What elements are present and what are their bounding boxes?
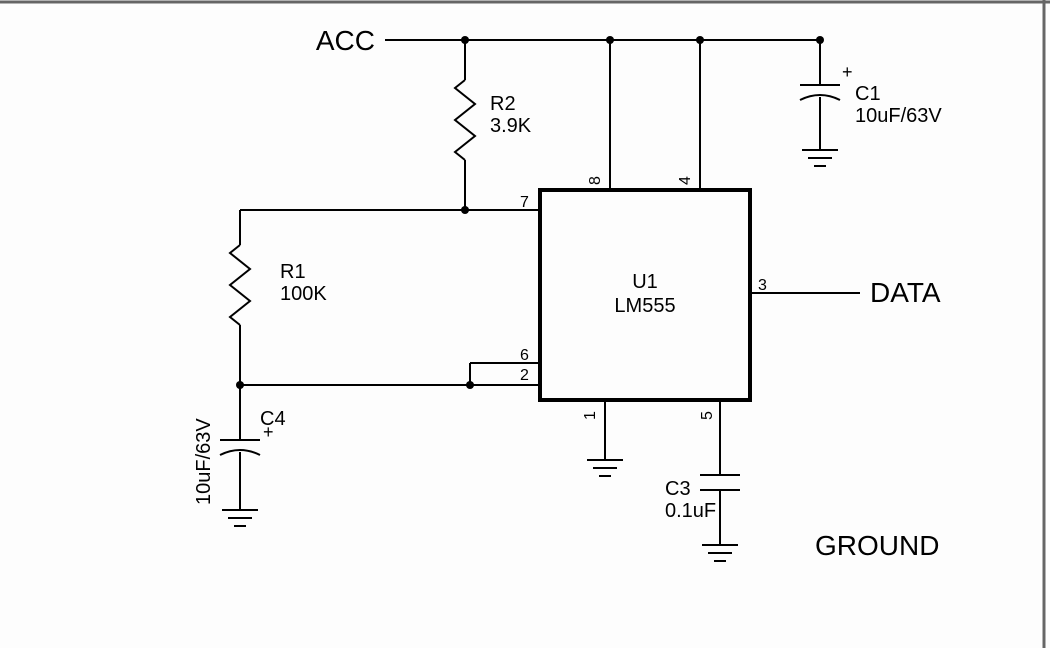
pin-4: 4 [677, 176, 694, 185]
pin-1: 1 [582, 411, 599, 420]
c4-ref: C4 [260, 408, 286, 430]
r1-value: 100K [280, 283, 327, 305]
pin-7: 7 [520, 194, 529, 211]
pin-5: 5 [699, 411, 716, 420]
net-label-data: DATA [870, 277, 941, 308]
net-label-acc: ACC [316, 25, 375, 56]
junction-node [696, 36, 704, 44]
c1-ref: C1 [855, 83, 881, 105]
ground-symbol [222, 510, 258, 526]
ground-symbol [587, 460, 623, 476]
resistor-r1 [230, 245, 250, 325]
u1-ref: U1 [632, 271, 658, 293]
c3-value: 0.1uF [665, 500, 716, 522]
cap-c1-plus: + [842, 62, 853, 82]
c3-ref: C3 [665, 478, 691, 500]
pin-8: 8 [587, 176, 604, 185]
pin-6: 6 [520, 347, 529, 364]
c4-value: 10uF/63V [193, 418, 215, 505]
pin-3: 3 [758, 277, 767, 294]
ground-symbol [702, 545, 738, 561]
r2-ref: R2 [490, 93, 516, 115]
c1-value: 10uF/63V [855, 105, 942, 127]
r2-value: 3.9K [490, 115, 532, 137]
pin-2: 2 [520, 367, 529, 384]
net-label-ground: GROUND [815, 530, 939, 561]
schematic-canvas: ACC R2 3.9K + C1 10uF/63V U1 LM555 8 4 7… [0, 0, 1050, 648]
ground-symbol [802, 150, 838, 166]
u1-part: LM555 [614, 295, 675, 317]
r1-ref: R1 [280, 261, 306, 283]
resistor-r2 [455, 80, 475, 160]
